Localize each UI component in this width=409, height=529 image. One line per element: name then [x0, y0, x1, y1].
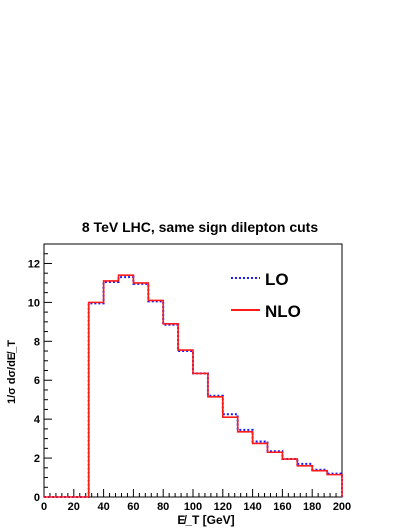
series-nlo-line: [44, 274, 343, 498]
y-tick-label: 8: [34, 336, 40, 348]
y-tick-label: 4: [34, 414, 41, 426]
y-tick-label: 0: [34, 492, 40, 504]
x-tick-label: 80: [157, 501, 169, 513]
x-tick-label: 0: [41, 501, 47, 513]
x-axis: 0 20 40 60 80 100 120 140 160 180 200: [41, 489, 351, 513]
x-tick-label: 20: [68, 501, 80, 513]
x-tick-label: 180: [303, 501, 321, 513]
y-tick-label: 2: [34, 453, 40, 465]
y-axis-label: 1/σ dσ/dE̸_T: [6, 340, 18, 404]
x-axis-label: E̸_T [GeV]: [177, 513, 234, 527]
legend-label-lo: LO: [265, 270, 289, 289]
x-tick-label: 200: [333, 501, 351, 513]
y-tick-label: 6: [34, 375, 40, 387]
y-axis: 0 2 4 6 8 10 12: [28, 243, 52, 504]
legend-label-nlo: NLO: [265, 302, 301, 321]
x-tick-label: 40: [97, 501, 109, 513]
x-tick-label: 60: [127, 501, 139, 513]
y-tick-label: 10: [28, 297, 40, 309]
legend: LO NLO: [231, 270, 301, 321]
y-tick-label: 12: [28, 258, 40, 270]
x-tick-label: 140: [243, 501, 261, 513]
x-tick-label: 100: [184, 501, 202, 513]
series-layer: [44, 274, 343, 498]
chart-title: 8 TeV LHC, same sign dilepton cuts: [82, 219, 318, 235]
x-tick-label: 160: [273, 501, 291, 513]
x-tick-label: 120: [214, 501, 232, 513]
